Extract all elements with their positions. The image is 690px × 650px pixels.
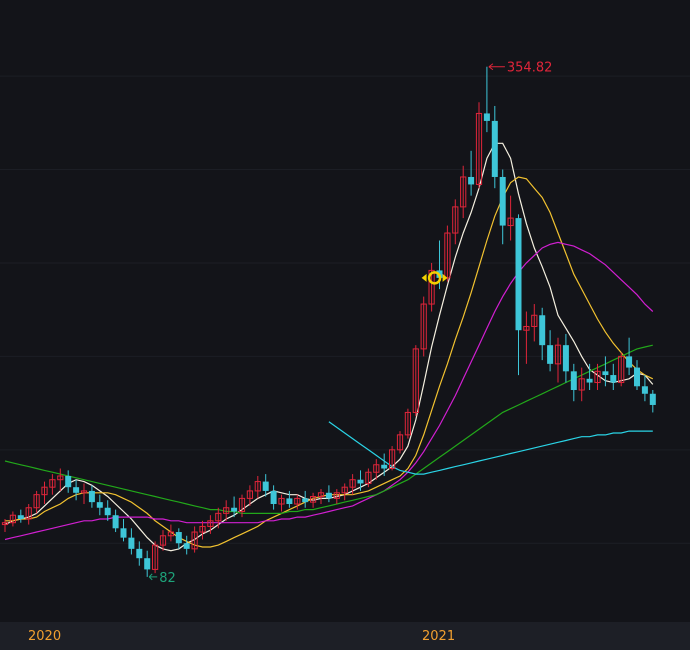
- candle: [491, 105, 498, 189]
- candle: [420, 296, 427, 357]
- candle: [325, 485, 332, 503]
- candle: [483, 66, 490, 133]
- candle: [539, 307, 546, 361]
- candle: [460, 165, 467, 219]
- candle: [254, 475, 261, 499]
- candle: [570, 363, 577, 402]
- candle: [554, 337, 562, 383]
- time-axis: [0, 622, 690, 650]
- candle: [215, 507, 222, 529]
- time-label-2020: 2020: [28, 629, 61, 644]
- candle: [373, 459, 380, 480]
- candle: [294, 494, 301, 510]
- candle: [17, 509, 24, 523]
- candle: [507, 195, 514, 241]
- low-label: 82: [159, 571, 176, 586]
- candle: [144, 550, 151, 577]
- candle: [207, 515, 214, 534]
- candle: [262, 474, 269, 497]
- low-arrow-icon: [148, 573, 153, 581]
- candle: [641, 375, 648, 402]
- candle: [159, 530, 167, 551]
- candle: [302, 490, 309, 508]
- candle: [246, 485, 254, 506]
- candle: [499, 169, 506, 245]
- candle: [278, 494, 285, 512]
- grid-lines: [0, 75, 690, 544]
- candle: [365, 468, 372, 488]
- candle: [231, 496, 238, 518]
- high-arrow-icon: [488, 63, 494, 71]
- candle: [594, 363, 601, 391]
- candle: [578, 367, 585, 402]
- candle: [389, 446, 396, 471]
- candle: [286, 490, 293, 508]
- candle: [33, 490, 40, 514]
- candle: [41, 481, 48, 505]
- candle: [602, 356, 609, 387]
- candle: [49, 474, 56, 495]
- candle: [9, 511, 16, 527]
- candle: [634, 360, 640, 391]
- candle: [183, 535, 190, 555]
- candle: [626, 337, 633, 376]
- candle: [649, 390, 656, 413]
- candle: [120, 518, 127, 542]
- candle: [333, 489, 340, 505]
- ma250-line: [328, 421, 653, 475]
- candle: [475, 102, 483, 189]
- candle: [452, 199, 459, 245]
- high-label: 354.82: [507, 61, 553, 76]
- candle: [152, 541, 159, 574]
- candle: [96, 494, 103, 516]
- candle: [80, 483, 88, 505]
- candle: [167, 524, 175, 542]
- candle: [341, 483, 348, 501]
- candle: [381, 453, 388, 476]
- candle: [547, 330, 554, 372]
- candle: [57, 468, 64, 491]
- candle: [586, 363, 593, 391]
- candle: [515, 214, 522, 376]
- candle: [562, 333, 569, 383]
- candle: [412, 345, 419, 417]
- candle: [65, 470, 72, 493]
- candle: [1, 518, 9, 533]
- ma120-line: [4, 344, 653, 514]
- candle: [310, 492, 317, 508]
- time-label-2021: 2021: [422, 629, 455, 644]
- candle: [317, 489, 325, 505]
- candle: [396, 431, 404, 454]
- candle: [73, 479, 80, 501]
- candle: [25, 504, 32, 525]
- annotations: 354.82 82: [148, 61, 553, 586]
- candle: [610, 363, 617, 391]
- candle: [468, 150, 475, 196]
- circle-target-icon[interactable]: [421, 271, 448, 285]
- candle: [523, 311, 530, 364]
- candle: [618, 352, 625, 387]
- candle: [136, 541, 143, 566]
- candle: [88, 485, 95, 508]
- candle: [404, 408, 411, 439]
- candle: [191, 526, 198, 553]
- candle: [104, 500, 111, 521]
- candle: [112, 509, 119, 533]
- candle: [175, 528, 182, 549]
- candle: [270, 485, 277, 510]
- candle: [199, 520, 206, 540]
- candle: [349, 474, 356, 495]
- candle: [128, 528, 135, 555]
- candle: [357, 470, 364, 491]
- candle: [223, 500, 230, 521]
- candle: [428, 262, 435, 312]
- candle: [531, 304, 538, 342]
- candle: [238, 494, 246, 518]
